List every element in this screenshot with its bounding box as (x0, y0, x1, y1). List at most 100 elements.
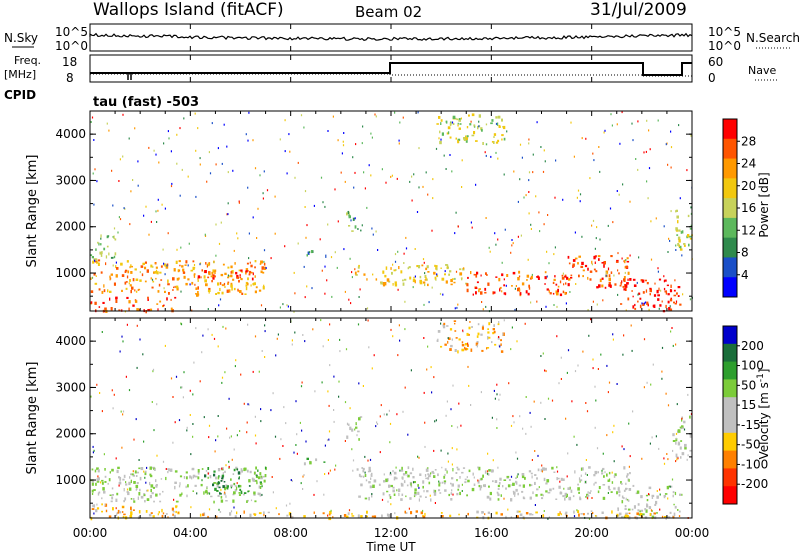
velocity-cell (481, 349, 484, 352)
power-cell (632, 305, 635, 309)
velocity-cell (608, 488, 611, 491)
power-cell (222, 263, 225, 266)
velocity-cell (477, 480, 480, 484)
velocity-cell (393, 476, 397, 480)
power-noise-cell (528, 212, 530, 215)
velocity-noise-cell (669, 485, 671, 488)
velocity-cell (112, 507, 114, 511)
power-noise-cell (263, 170, 265, 173)
velocity-noise-cell (670, 330, 672, 333)
velocity-cell (457, 468, 460, 471)
velocity-cell (346, 515, 349, 518)
velocity-cell (553, 471, 556, 473)
velocity-cell (479, 487, 482, 491)
velocity-cell (433, 489, 435, 494)
velocity-noise-cell (93, 449, 95, 452)
velocity-noise-cell (218, 508, 220, 511)
power-cell (667, 293, 670, 296)
velocity-noise-cell (530, 425, 532, 428)
power-colorbar-tick-label: 16 (741, 201, 756, 215)
power-cell (678, 244, 680, 247)
power-cell (676, 292, 678, 295)
nave-trace (90, 73, 692, 77)
power-cell (574, 257, 578, 260)
velocity-noise-cell (541, 470, 543, 473)
power-noise-cell (548, 262, 550, 265)
power-ytick-label: 3000 (55, 173, 86, 187)
power-noise-cell (675, 244, 677, 247)
velocity-noise-cell (440, 449, 442, 452)
power-cell (230, 265, 233, 269)
power-noise-cell (221, 162, 223, 165)
velocity-cell (586, 494, 590, 497)
velocity-cell (489, 491, 492, 496)
velocity-cell (97, 492, 100, 496)
velocity-cell (96, 467, 99, 470)
power-noise-cell (506, 130, 508, 133)
velocity-noise-cell (100, 481, 102, 484)
velocity-cell (607, 485, 610, 489)
velocity-noise-cell (255, 442, 257, 445)
power-cell (457, 138, 461, 141)
power-ytick-label: 1000 (55, 266, 86, 280)
power-cell (679, 303, 682, 306)
power-cell (113, 255, 116, 259)
velocity-cell (467, 512, 469, 516)
power-noise-cell (504, 228, 506, 231)
velocity-noise-cell (631, 349, 633, 352)
velocity-cell (528, 470, 532, 473)
power-noise-cell (562, 198, 564, 201)
velocity-noise-cell (239, 430, 241, 432)
velocity-cell (247, 499, 249, 502)
power-cell (468, 114, 470, 117)
power-noise-cell (349, 257, 351, 260)
velocity-cell (451, 483, 454, 487)
velocity-cell (126, 491, 129, 493)
power-noise-cell (274, 195, 276, 198)
velocity-noise-cell (451, 425, 453, 427)
velocity-cell (223, 492, 226, 496)
velocity-cell (486, 347, 488, 350)
velocity-noise-cell (339, 350, 341, 353)
velocity-cell (230, 484, 233, 488)
power-noise-cell (424, 272, 426, 275)
power-noise-cell (211, 122, 213, 125)
velocity-noise-cell (613, 424, 615, 427)
power-noise-cell (227, 202, 229, 205)
power-cell (485, 123, 488, 126)
power-cell (220, 273, 224, 277)
velocity-noise-cell (433, 376, 435, 379)
power-noise-cell (324, 205, 326, 208)
velocity-noise-cell (600, 353, 602, 356)
velocity-cell (472, 472, 474, 476)
power-cell (245, 268, 249, 271)
power-noise-cell (162, 248, 164, 251)
velocity-noise-cell (565, 496, 567, 498)
velocity-noise-cell (276, 337, 278, 340)
power-noise-cell (94, 259, 96, 262)
power-cell (233, 287, 236, 291)
power-noise-cell (666, 142, 668, 145)
power-noise-cell (556, 305, 558, 308)
velocity-cell (597, 490, 600, 494)
velocity-noise-cell (371, 367, 373, 370)
velocity-cell (480, 333, 483, 336)
velocity-noise-cell (648, 493, 650, 496)
velocity-cell (179, 493, 182, 497)
power-cell (245, 284, 248, 287)
velocity-cell (192, 474, 196, 478)
velocity-noise-cell (162, 460, 165, 463)
velocity-noise-cell (221, 381, 223, 384)
power-noise-cell (334, 251, 336, 254)
velocity-cell (257, 476, 261, 480)
power-cell (183, 271, 186, 274)
velocity-cell (151, 492, 154, 495)
velocity-cell (628, 479, 630, 482)
velocity-cell (175, 510, 177, 514)
power-cell (144, 280, 147, 283)
velocity-cell (225, 484, 228, 488)
power-noise-cell (375, 115, 377, 118)
power-cell (475, 140, 478, 142)
velocity-cell (213, 473, 216, 477)
velocity-cell (500, 513, 503, 516)
